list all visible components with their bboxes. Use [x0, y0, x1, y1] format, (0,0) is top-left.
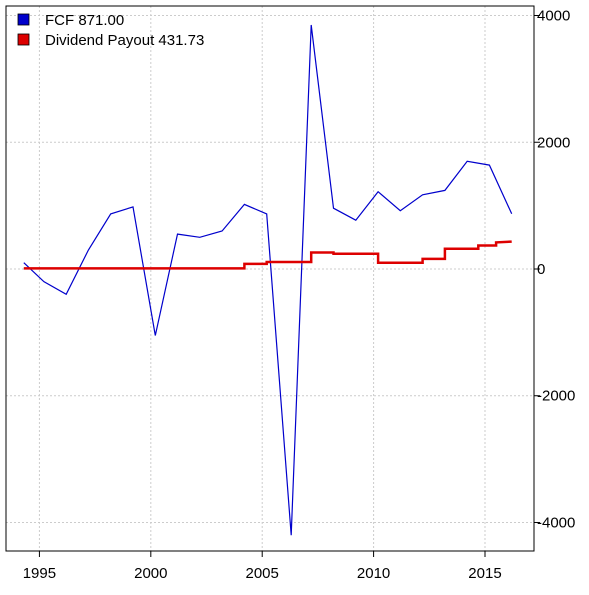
legend: FCF 871.00 Dividend Payout 431.73: [17, 12, 204, 49]
series-line-dividend-payout: [23, 240, 512, 270]
x-tick-label: 2015: [468, 565, 501, 582]
legend-swatch: [17, 13, 30, 26]
series-line-fcf: [23, 24, 513, 536]
x-tick-label: 1995: [23, 565, 56, 582]
legend-label: FCF 871.00: [45, 12, 124, 29]
x-tick-label: 2005: [246, 565, 279, 582]
y-tick-label: 0: [537, 261, 545, 278]
plot-frame: [5, 5, 535, 552]
x-tick-label: 2000: [134, 565, 167, 582]
legend-label: Dividend Payout 431.73: [45, 32, 204, 49]
legend-swatch: [17, 33, 30, 46]
y-tick-label: -4000: [537, 514, 575, 531]
axes: 1995 2000 2005 2010 2015 -4000 -2000 0 2000 4000: [23, 8, 576, 582]
x-tick-label: 2010: [357, 565, 390, 582]
series-lines: [23, 24, 513, 536]
y-tick-label: 2000: [537, 134, 570, 151]
y-tick-label: 4000: [537, 8, 570, 25]
grid: [6, 6, 534, 551]
y-tick-label: -2000: [537, 388, 575, 405]
